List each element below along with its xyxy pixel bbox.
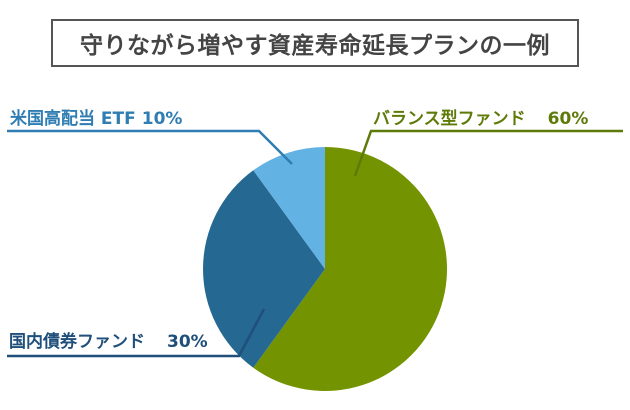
slice-balanced-fund: [253, 147, 448, 392]
leader-line-balanced: [353, 129, 623, 177]
chart-title-box: 守りながら増やす資産寿命延長プランの一例: [51, 19, 579, 67]
slice-domestic-bond-fund: [203, 170, 325, 368]
chart-title: 守りながら増やす資産寿命延長プランの一例: [80, 33, 550, 59]
leader-line-etf: [7, 129, 293, 165]
label-percent: 60%: [547, 109, 589, 129]
label-domestic-bond-fund: 国内債券ファンド 30%: [9, 327, 208, 352]
label-name: 米国高配当 ETF: [10, 109, 136, 129]
leader-line-bond: [7, 308, 266, 358]
label-balanced-fund: バランス型ファンド 60%: [373, 104, 588, 129]
label-percent: 10%: [141, 109, 183, 129]
label-percent: 30%: [167, 332, 208, 352]
label-name: バランス型ファンド: [373, 109, 526, 129]
slice-us-high-dividend-etf: [253, 147, 325, 269]
label-us-high-dividend-etf: 米国高配当 ETF 10%: [10, 104, 182, 129]
label-name: 国内債券ファンド: [9, 332, 145, 352]
